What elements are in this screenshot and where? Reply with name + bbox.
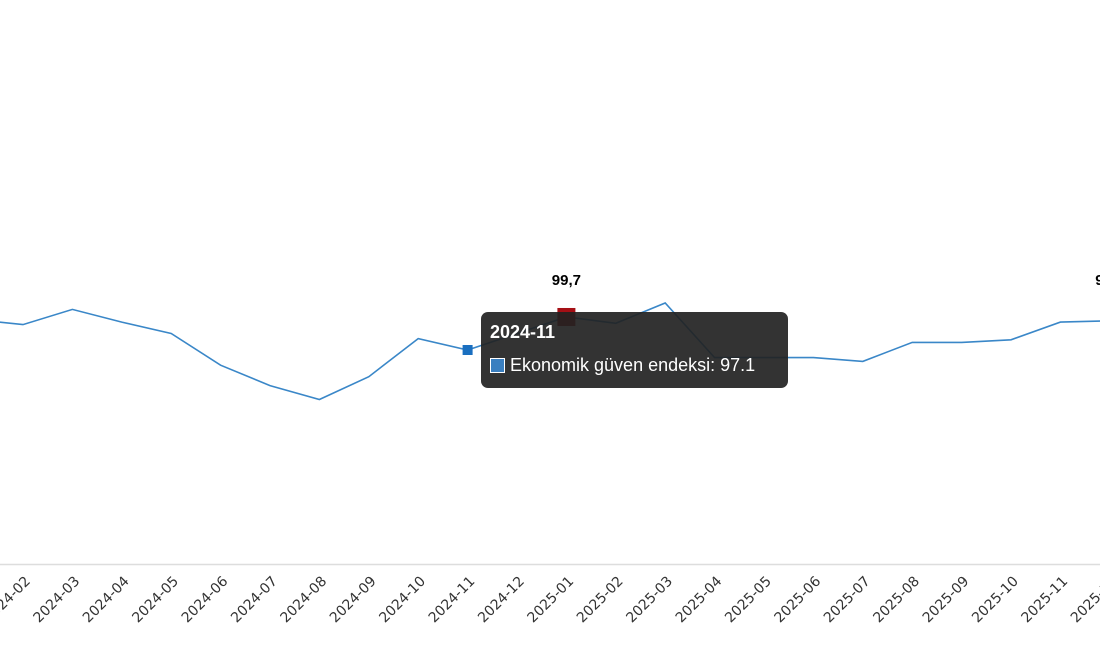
x-tick-label: 2024-09 [327, 574, 380, 627]
data-label: 99,7 [552, 272, 581, 289]
x-tick-label: 2024-12 [475, 574, 528, 627]
tooltip-value: Ekonomik güven endeksi: 97.1 [510, 355, 756, 375]
x-tick-label: 2024-06 [179, 573, 232, 626]
x-tick-label: 2024-11 [426, 574, 479, 627]
x-tick-label: 2025-01 [525, 574, 578, 627]
x-tick-label: 2024-10 [376, 574, 429, 627]
x-tick-label: 2024-03 [31, 574, 84, 627]
x-tick-label: 2025-05 [722, 574, 775, 627]
x-tick-label: 2024-05 [129, 574, 182, 627]
x-tick-label: 2024-07 [228, 574, 281, 627]
x-tick-label: 2024-04 [80, 573, 133, 626]
x-tick-label: 2025-08 [870, 574, 923, 627]
x-tick-label: 2025-10 [969, 574, 1022, 627]
x-tick-label: 2025-11 [1019, 574, 1072, 627]
tooltip-row: Ekonomik güven endeksi: 97.1 [490, 354, 779, 376]
x-tick-label: 2025-06 [772, 573, 825, 626]
legend-swatch [490, 357, 505, 373]
x-tick-label: 2025-07 [821, 574, 874, 627]
hover-marker [462, 345, 473, 355]
x-tick-label: 2024-08 [278, 574, 331, 627]
x-tick-label: 2025-09 [920, 574, 973, 627]
x-tick-label: 2025-04 [673, 573, 726, 626]
x-tick-label: 2025-03 [623, 574, 676, 627]
x-tick-label: 2025-12 [1068, 574, 1100, 627]
tooltip-title: 2024-11 [490, 322, 556, 342]
data-label: 99,4 [1095, 272, 1100, 289]
tooltip: 2024-11 Ekonomik güven endeksi: 97.1 [481, 312, 788, 388]
x-tick-label: 2024-02 [0, 574, 34, 627]
x-tick-label: 2025-02 [574, 574, 627, 627]
